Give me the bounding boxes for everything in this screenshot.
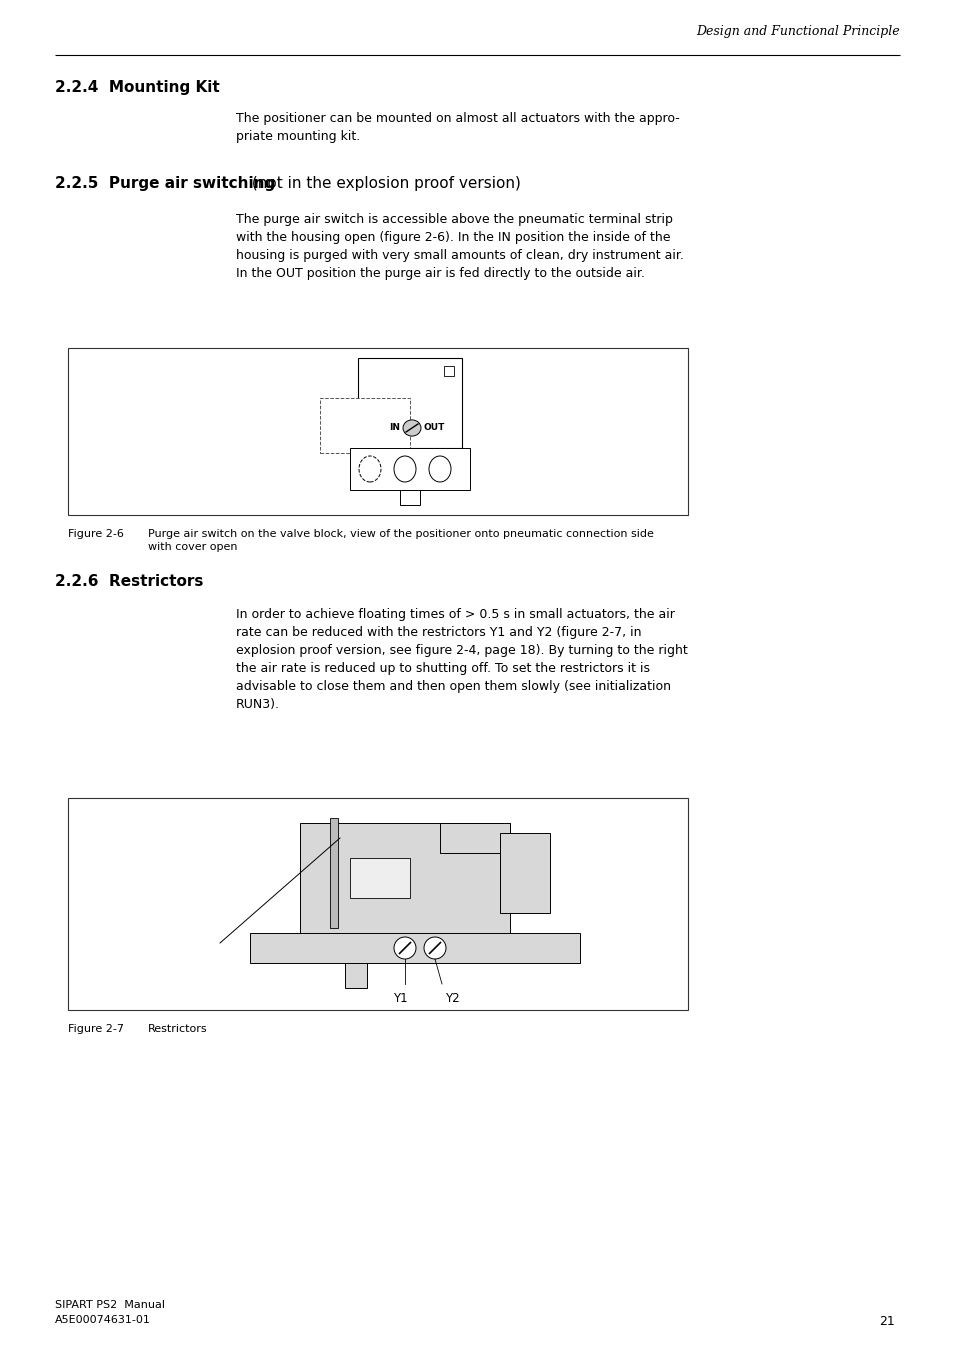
Bar [350, 858, 410, 898]
Bar [250, 934, 579, 963]
Bar [439, 823, 510, 852]
Text: The purge air switch is accessible above the pneumatic terminal strip
with the h: The purge air switch is accessible above… [235, 213, 683, 280]
Text: (not in the explosion proof version): (not in the explosion proof version) [247, 176, 520, 190]
Ellipse shape [429, 457, 451, 482]
Bar [499, 834, 550, 913]
Bar [299, 823, 510, 952]
Text: In order to achieve floating times of > 0.5 s in small actuators, the air
rate c: In order to achieve floating times of > … [235, 608, 687, 711]
Bar [443, 366, 454, 376]
Bar [350, 449, 470, 490]
Text: Purge air switch on the valve block, view of the positioner onto pneumatic conne: Purge air switch on the valve block, vie… [148, 530, 653, 553]
Circle shape [394, 938, 416, 959]
Text: A5E00074631-01: A5E00074631-01 [55, 1315, 151, 1325]
Text: Y1: Y1 [393, 992, 407, 1005]
Text: Figure 2-6: Figure 2-6 [68, 530, 124, 539]
Bar [319, 399, 410, 453]
Bar [68, 349, 687, 515]
Ellipse shape [358, 457, 380, 482]
Bar [68, 798, 687, 1011]
Text: Design and Functional Principle: Design and Functional Principle [696, 26, 899, 38]
Bar [330, 817, 337, 928]
Text: 2.2.4  Mounting Kit: 2.2.4 Mounting Kit [55, 80, 219, 95]
Text: 2.2.5  Purge air switching: 2.2.5 Purge air switching [55, 176, 275, 190]
Bar [345, 963, 367, 988]
Text: Restrictors: Restrictors [148, 1024, 208, 1034]
Text: Figure 2-7: Figure 2-7 [68, 1024, 124, 1034]
Text: 21: 21 [879, 1315, 894, 1328]
Text: Y2: Y2 [444, 992, 458, 1005]
Text: IN: IN [389, 423, 399, 432]
Text: 2.2.6  Restrictors: 2.2.6 Restrictors [55, 574, 203, 589]
Bar [399, 490, 419, 505]
Ellipse shape [402, 420, 420, 436]
Ellipse shape [394, 457, 416, 482]
Text: OUT: OUT [423, 423, 445, 432]
Text: The positioner can be mounted on almost all actuators with the appro-
priate mou: The positioner can be mounted on almost … [235, 112, 679, 143]
Text: SIPART PS2  Manual: SIPART PS2 Manual [55, 1300, 165, 1310]
Bar [357, 358, 461, 449]
Circle shape [423, 938, 446, 959]
